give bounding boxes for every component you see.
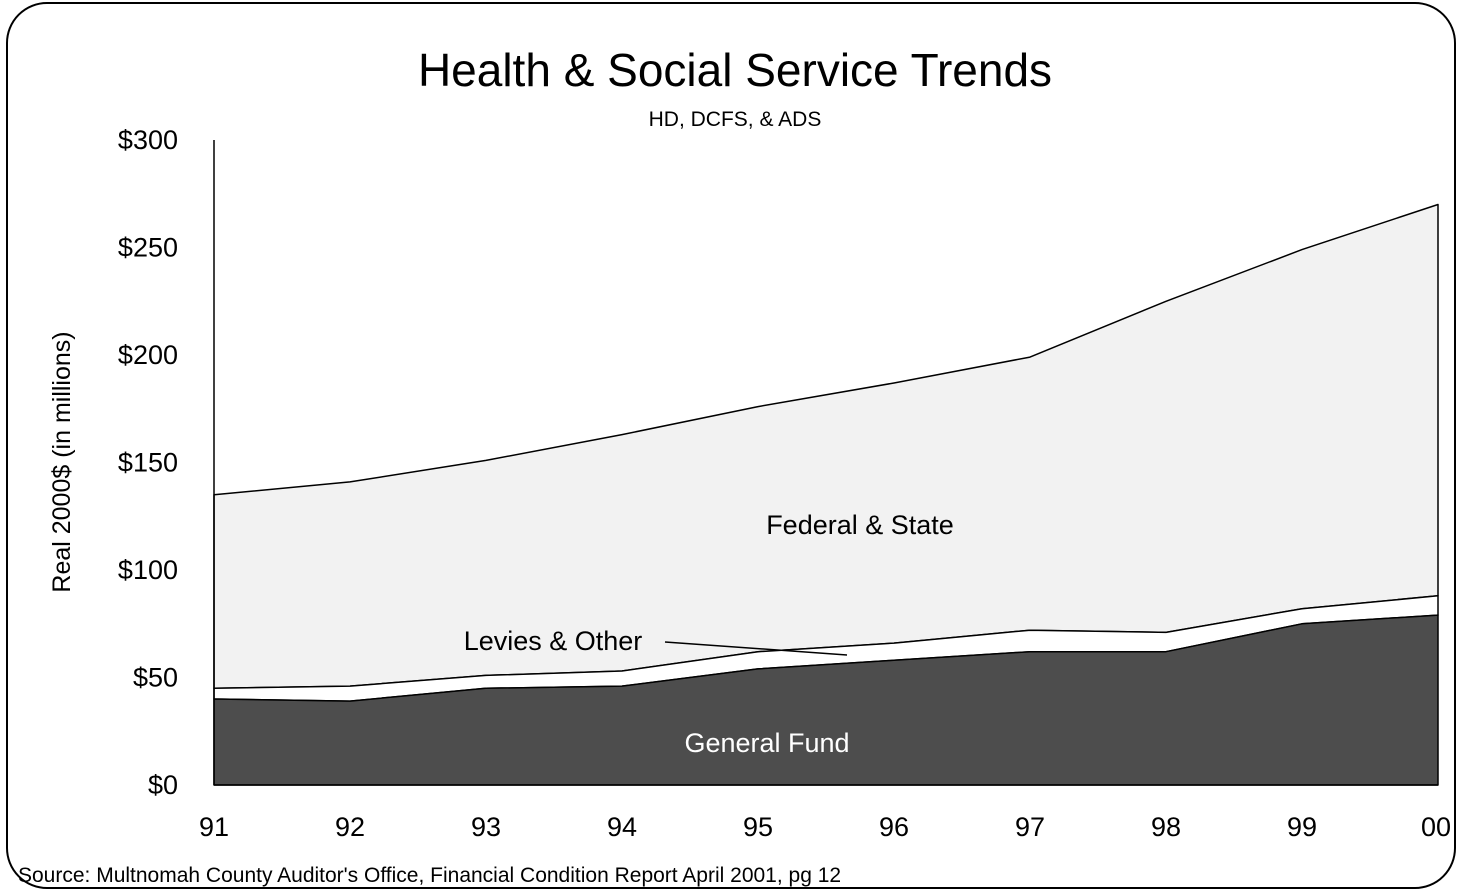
x-tick-label: 96 — [879, 812, 909, 842]
x-tick-label: 97 — [1015, 812, 1045, 842]
y-tick-label: $150 — [118, 448, 178, 478]
y-axis-label: Real 2000$ (in millions) — [48, 331, 76, 592]
chart-subtitle: HD, DCFS, & ADS — [649, 108, 822, 131]
y-tick-labels: $0 $50 $100 $150 $200 $250 $300 — [118, 125, 178, 800]
y-tick-label: $200 — [118, 340, 178, 370]
series-label-levies-other: Levies & Other — [464, 626, 643, 656]
x-tick-label: 99 — [1287, 812, 1317, 842]
y-tick-label: $50 — [133, 663, 178, 693]
y-tick-label: $100 — [118, 555, 178, 585]
x-tick-labels: 91 92 93 94 95 96 97 98 99 00 — [199, 812, 1451, 842]
chart-title: Health & Social Service Trends — [418, 44, 1052, 96]
x-tick-label: 91 — [199, 812, 229, 842]
series-label-general-fund: General Fund — [684, 728, 849, 758]
series-label-federal-state: Federal & State — [766, 510, 954, 540]
y-tick-label: $250 — [118, 233, 178, 263]
plot-area — [213, 140, 1439, 786]
x-tick-label: 92 — [335, 812, 365, 842]
x-tick-label: 00 — [1421, 812, 1451, 842]
y-tick-label: $0 — [148, 770, 178, 800]
x-tick-label: 93 — [471, 812, 501, 842]
x-tick-label: 98 — [1151, 812, 1181, 842]
levies-leader-line — [664, 641, 848, 656]
x-tick-label: 95 — [743, 812, 773, 842]
x-tick-label: 94 — [607, 812, 637, 842]
y-tick-label: $300 — [118, 125, 178, 155]
source-note: Source: Multnomah County Auditor's Offic… — [18, 864, 841, 887]
